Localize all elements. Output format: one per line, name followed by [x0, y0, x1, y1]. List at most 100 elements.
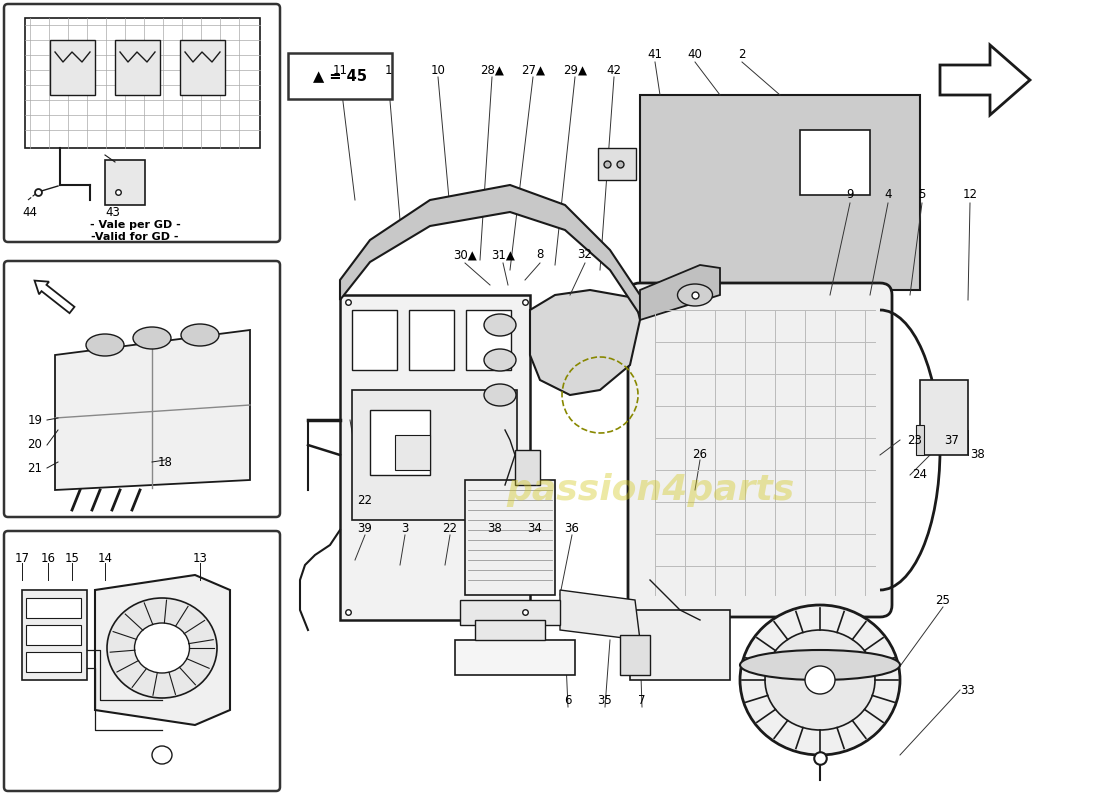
Text: 44: 44	[22, 206, 37, 218]
Bar	[475, 620, 544, 640]
Bar	[515, 450, 540, 485]
Text: 39: 39	[358, 522, 373, 534]
Text: 12: 12	[962, 189, 978, 202]
FancyBboxPatch shape	[4, 531, 280, 791]
Text: 23: 23	[908, 434, 923, 446]
Text: 21: 21	[28, 462, 43, 474]
Bar	[26, 625, 81, 645]
Bar	[25, 18, 260, 148]
Bar	[180, 40, 226, 95]
Text: 28▲: 28▲	[480, 63, 504, 77]
Text: passion4parts: passion4parts	[506, 473, 794, 507]
Bar	[460, 600, 560, 625]
Ellipse shape	[484, 314, 516, 336]
Polygon shape	[530, 290, 640, 395]
FancyBboxPatch shape	[288, 53, 392, 99]
Text: 37: 37	[945, 434, 959, 446]
Bar	[640, 95, 920, 290]
Text: 26: 26	[693, 449, 707, 462]
Text: 36: 36	[564, 522, 580, 534]
Bar	[920, 380, 968, 455]
Bar	[26, 598, 81, 618]
FancyArrow shape	[34, 281, 75, 313]
Text: 27▲: 27▲	[521, 63, 544, 77]
Text: 9: 9	[846, 189, 854, 202]
Text: 1: 1	[384, 63, 392, 77]
Bar	[630, 610, 730, 680]
Text: 13: 13	[192, 551, 208, 565]
Text: - Vale per GD -: - Vale per GD -	[89, 220, 180, 230]
Ellipse shape	[740, 605, 900, 755]
Bar	[620, 635, 650, 675]
Text: 38: 38	[487, 522, 503, 534]
Bar	[598, 148, 636, 180]
Text: 10: 10	[430, 63, 446, 77]
Ellipse shape	[182, 324, 219, 346]
Text: 20: 20	[28, 438, 43, 451]
Ellipse shape	[152, 746, 172, 764]
Polygon shape	[340, 295, 530, 620]
Text: ▲ = 45: ▲ = 45	[314, 69, 367, 83]
Bar	[352, 310, 397, 370]
Bar	[395, 435, 430, 470]
Text: 22: 22	[358, 494, 373, 506]
Ellipse shape	[484, 349, 516, 371]
Text: 11: 11	[332, 63, 348, 77]
FancyBboxPatch shape	[4, 261, 280, 517]
Text: 22: 22	[442, 522, 458, 534]
Text: 25: 25	[936, 594, 950, 606]
Bar	[916, 425, 924, 455]
Text: 8: 8	[537, 249, 543, 262]
Polygon shape	[95, 575, 230, 725]
Polygon shape	[340, 185, 640, 315]
Text: 30▲: 30▲	[453, 249, 477, 262]
Text: 18: 18	[157, 455, 173, 469]
Text: 5: 5	[918, 189, 926, 202]
Text: 31▲: 31▲	[491, 249, 515, 262]
Polygon shape	[640, 265, 720, 320]
Bar	[800, 130, 870, 195]
Bar	[352, 390, 517, 520]
Text: 2: 2	[738, 49, 746, 62]
Ellipse shape	[678, 284, 713, 306]
Text: 7: 7	[638, 694, 646, 706]
Bar	[116, 40, 160, 95]
Text: 17: 17	[14, 551, 30, 565]
Text: -Valid for GD -: -Valid for GD -	[91, 232, 178, 242]
Text: 14: 14	[98, 551, 112, 565]
Text: 43: 43	[106, 206, 120, 218]
Text: 16: 16	[41, 551, 55, 565]
Polygon shape	[55, 330, 250, 490]
Text: 34: 34	[528, 522, 542, 534]
Text: 4: 4	[884, 189, 892, 202]
Bar	[465, 480, 556, 595]
Text: 29▲: 29▲	[563, 63, 587, 77]
Text: 33: 33	[960, 683, 976, 697]
Text: 6: 6	[564, 694, 572, 706]
Text: 38: 38	[970, 449, 986, 462]
Bar	[455, 640, 575, 675]
Bar	[26, 652, 81, 672]
Text: 35: 35	[597, 694, 613, 706]
Ellipse shape	[86, 334, 124, 356]
Text: 24: 24	[913, 469, 927, 482]
Bar	[409, 310, 454, 370]
FancyBboxPatch shape	[628, 283, 892, 617]
Text: 41: 41	[648, 49, 662, 62]
Ellipse shape	[764, 630, 875, 730]
Ellipse shape	[805, 666, 835, 694]
Text: 42: 42	[606, 63, 621, 77]
Bar	[50, 40, 95, 95]
Polygon shape	[940, 45, 1030, 115]
Text: 40: 40	[688, 49, 703, 62]
Text: 3: 3	[402, 522, 409, 534]
Bar	[466, 310, 512, 370]
FancyBboxPatch shape	[4, 4, 280, 242]
Text: 32: 32	[578, 249, 593, 262]
Ellipse shape	[107, 598, 217, 698]
Ellipse shape	[484, 384, 516, 406]
Polygon shape	[560, 590, 640, 640]
Ellipse shape	[134, 623, 189, 673]
Bar	[370, 410, 430, 475]
Bar	[22, 590, 87, 680]
